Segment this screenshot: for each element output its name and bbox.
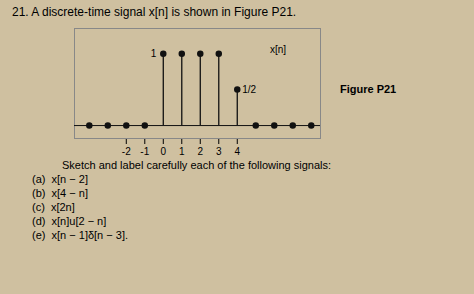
svg-text:x[n]: x[n] [270, 44, 286, 55]
svg-text:-1: -1 [140, 146, 149, 157]
svg-text:0: 0 [161, 146, 167, 157]
svg-text:1: 1 [179, 146, 185, 157]
svg-text:1: 1 [151, 48, 157, 59]
html-text:Sketch and label carefully eac: Sketch and label carefully each of the f… [62, 159, 332, 171]
html-text:(b) x[4 − n]: (b) x[4 − n] [32, 187, 88, 199]
html-text:(d) x[n]u[2 − n]: (d) x[n]u[2 − n] [32, 215, 107, 227]
html-text:21. A discrete-time signal x[n: 21. A discrete-time signal x[n] is shown… [12, 5, 297, 19]
svg-text:2: 2 [197, 146, 203, 157]
html-text:(e) x[n − 1]δ[n − 3].: (e) x[n − 1]δ[n − 3]. [32, 229, 128, 241]
svg-text:4: 4 [234, 146, 240, 157]
svg-text:-2: -2 [122, 146, 131, 157]
svg-text:1/2: 1/2 [242, 84, 256, 95]
svg-text:3: 3 [216, 146, 222, 157]
html-text:(a) x[n − 2]: (a) x[n − 2] [32, 173, 88, 185]
html-text:Figure P21: Figure P21 [340, 83, 397, 95]
html-text:(c) x[2n]: (c) x[2n] [32, 201, 75, 213]
